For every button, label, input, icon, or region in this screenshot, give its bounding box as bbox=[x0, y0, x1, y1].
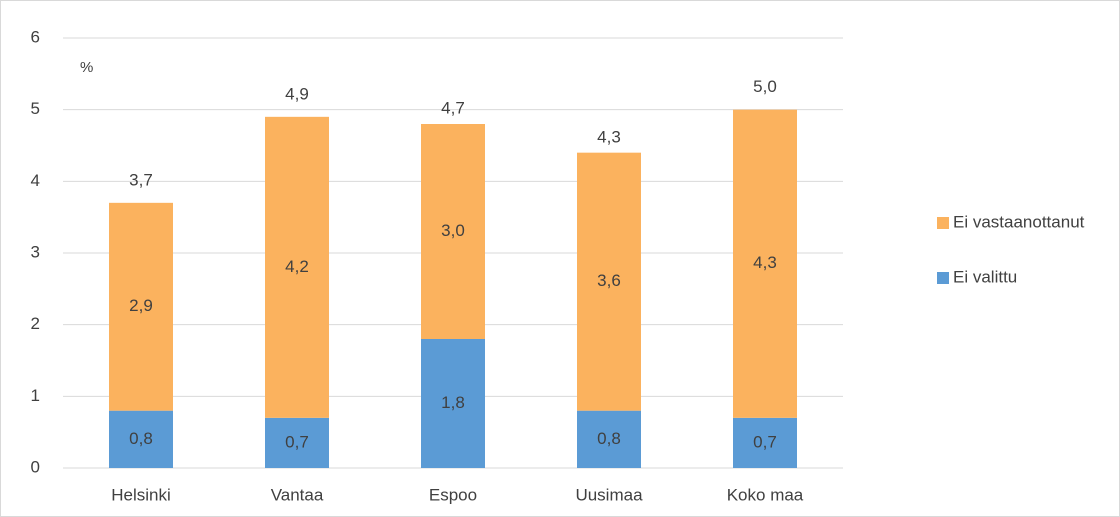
value-label: 4,2 bbox=[285, 257, 309, 276]
bar-segment bbox=[733, 109, 797, 418]
total-label: 4,3 bbox=[597, 127, 621, 146]
value-label: 0,8 bbox=[597, 429, 621, 448]
y-tick-label: 5 bbox=[31, 99, 40, 118]
bar-segment bbox=[733, 417, 797, 468]
total-label: 4,7 bbox=[441, 99, 465, 118]
y-tick-label: 3 bbox=[31, 242, 40, 261]
bar-segment bbox=[577, 410, 641, 468]
y-tick-label: 2 bbox=[31, 314, 40, 333]
bar-segment bbox=[421, 339, 485, 468]
bar-segment bbox=[421, 124, 485, 339]
y-tick-label: 4 bbox=[31, 171, 40, 190]
value-label: 0,8 bbox=[129, 429, 153, 448]
bar-segment bbox=[109, 410, 173, 468]
bar-segment bbox=[265, 417, 329, 468]
legend-label: Ei vastaanottanut bbox=[953, 212, 1085, 231]
y-tick-label: 1 bbox=[31, 386, 40, 405]
value-label: 4,3 bbox=[753, 253, 777, 272]
legend-swatch bbox=[937, 217, 949, 229]
value-label: 3,0 bbox=[441, 221, 465, 240]
x-tick-label: Helsinki bbox=[111, 485, 171, 504]
y-tick-label: 0 bbox=[31, 457, 40, 476]
bar-segment bbox=[265, 116, 329, 418]
total-label: 4,9 bbox=[285, 84, 309, 103]
legend-label: Ei valittu bbox=[953, 267, 1017, 286]
y-tick-label: 6 bbox=[31, 27, 40, 46]
legend-swatch bbox=[937, 272, 949, 284]
value-label: 2,9 bbox=[129, 296, 153, 315]
total-label: 5,0 bbox=[753, 77, 777, 96]
x-tick-label: Koko maa bbox=[727, 485, 804, 504]
value-label: 0,7 bbox=[285, 432, 309, 451]
x-tick-label: Uusimaa bbox=[575, 485, 643, 504]
y-axis-label: % bbox=[80, 59, 93, 76]
value-label: 1,8 bbox=[441, 393, 465, 412]
x-tick-label: Espoo bbox=[429, 485, 477, 504]
x-tick-label: Vantaa bbox=[271, 485, 324, 504]
value-label: 0,7 bbox=[753, 432, 777, 451]
bar-segment bbox=[109, 202, 173, 411]
bar-segment bbox=[577, 152, 641, 411]
value-label: 3,6 bbox=[597, 271, 621, 290]
total-label: 3,7 bbox=[129, 170, 153, 189]
